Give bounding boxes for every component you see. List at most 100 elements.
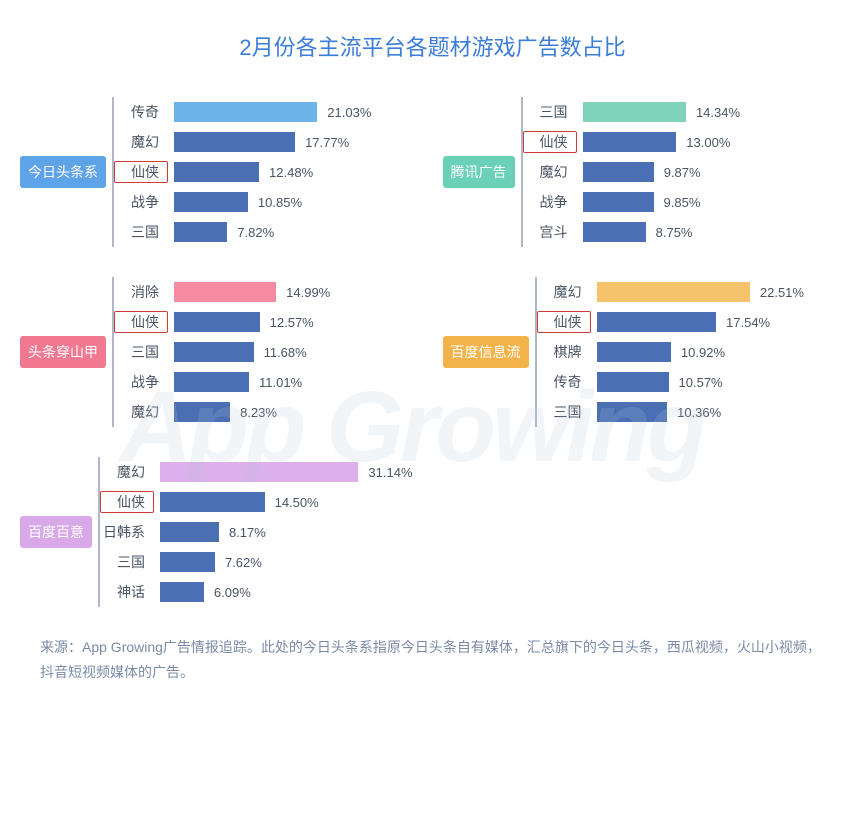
platform-badge: 腾讯广告 [443,156,515,188]
bar-rect [160,462,358,482]
bar-label: 魔幻 [114,131,168,153]
bar-rect [597,372,669,392]
bar-rect [174,222,227,242]
bar-label: 战争 [114,371,168,393]
bar-value: 8.17% [229,525,266,540]
chart-panel: 头条穿山甲消除14.99%仙侠12.57%三国11.68%战争11.01%魔幻8… [20,277,413,427]
bar-value: 10.92% [681,345,725,360]
bar-row: 仙侠13.00% [585,127,836,157]
bar-row: 三国11.68% [176,337,413,367]
bar-wrap: 14.50% [160,487,413,517]
bar-wrap: 31.14% [160,457,413,487]
bar-row: 三国7.82% [176,217,413,247]
bar-value: 9.87% [664,165,701,180]
bar-value: 14.34% [696,105,740,120]
bar-rect [160,582,204,602]
bar-wrap: 9.87% [583,157,836,187]
chart-panel: 百度信息流魔幻22.51%仙侠17.54%棋牌10.92%传奇10.57%三国1… [443,277,836,427]
bar-group: 魔幻22.51%仙侠17.54%棋牌10.92%传奇10.57%三国10.36% [535,277,836,427]
bar-row: 魔幻31.14% [162,457,413,487]
bar-rect [583,222,646,242]
bar-rect [174,342,254,362]
bar-wrap: 12.57% [174,307,413,337]
bar-row: 传奇21.03% [176,97,413,127]
bar-value: 9.85% [664,195,701,210]
bar-row: 三国10.36% [599,397,836,427]
bar-rect [160,492,265,512]
bar-group: 传奇21.03%魔幻17.77%仙侠12.48%战争10.85%三国7.82% [112,97,413,247]
bar-wrap: 8.23% [174,397,413,427]
bar-row: 日韩系8.17% [162,517,413,547]
bar-row: 宫斗8.75% [585,217,836,247]
bar-label: 三国 [523,101,577,123]
bar-row: 传奇10.57% [599,367,836,397]
bar-rect [160,552,215,572]
bar-value: 10.57% [679,375,723,390]
bar-wrap: 8.75% [583,217,836,247]
bar-value: 14.99% [286,285,330,300]
bar-value: 13.00% [686,135,730,150]
bar-rect [583,162,654,182]
bar-label: 日韩系 [100,521,154,543]
bar-wrap: 11.68% [174,337,413,367]
bar-row: 魔幻17.77% [176,127,413,157]
bar-value: 10.36% [677,405,721,420]
bar-label: 仙侠 [537,311,591,333]
bar-row: 战争11.01% [176,367,413,397]
bar-label: 战争 [114,191,168,213]
bar-wrap: 14.34% [583,97,836,127]
bar-label: 魔幻 [114,401,168,423]
bar-wrap: 9.85% [583,187,836,217]
bar-value: 31.14% [368,465,412,480]
bar-row: 仙侠12.48% [176,157,413,187]
bar-row: 消除14.99% [176,277,413,307]
bar-value: 7.62% [225,555,262,570]
bar-rect [174,402,230,422]
bar-row: 三国14.34% [585,97,836,127]
bar-value: 11.01% [259,375,302,390]
bar-wrap: 10.92% [597,337,836,367]
bar-group: 魔幻31.14%仙侠14.50%日韩系8.17%三国7.62%神话6.09% [98,457,413,607]
bar-wrap: 11.01% [174,367,413,397]
bar-wrap: 21.03% [174,97,413,127]
bar-row: 战争9.85% [585,187,836,217]
bar-value: 14.50% [275,495,319,510]
bar-rect [174,162,259,182]
bar-value: 12.57% [270,315,314,330]
platform-badge: 今日头条系 [20,156,106,188]
bar-group: 消除14.99%仙侠12.57%三国11.68%战争11.01%魔幻8.23% [112,277,413,427]
chart-title: 2月份各主流平台各题材游戏广告数占比 [0,30,865,62]
bar-wrap: 10.57% [597,367,836,397]
bar-label: 三国 [114,341,168,363]
bar-rect [174,192,248,212]
bar-value: 17.54% [726,315,770,330]
footnote-text: 来源：App Growing广告情报追踪。此处的今日头条系指原今日头条自有媒体，… [0,607,865,685]
bar-value: 7.82% [237,225,274,240]
bar-label: 魔幻 [100,461,154,483]
chart-panel: 腾讯广告三国14.34%仙侠13.00%魔幻9.87%战争9.85%宫斗8.75… [443,97,836,247]
bar-row: 仙侠14.50% [162,487,413,517]
platform-badge: 百度信息流 [443,336,529,368]
bar-wrap: 7.62% [160,547,413,577]
bar-group: 三国14.34%仙侠13.00%魔幻9.87%战争9.85%宫斗8.75% [521,97,836,247]
bar-wrap: 10.85% [174,187,413,217]
chart-panel: 百度百意魔幻31.14%仙侠14.50%日韩系8.17%三国7.62%神话6.0… [20,457,413,607]
bar-row: 魔幻8.23% [176,397,413,427]
bar-label: 三国 [537,401,591,423]
bar-wrap: 17.54% [597,307,836,337]
bar-label: 战争 [523,191,577,213]
bar-row: 仙侠12.57% [176,307,413,337]
bar-wrap: 7.82% [174,217,413,247]
bar-rect [174,102,317,122]
bar-value: 22.51% [760,285,804,300]
bar-rect [174,132,295,152]
bar-label: 魔幻 [537,281,591,303]
bar-wrap: 6.09% [160,577,413,607]
bar-value: 12.48% [269,165,313,180]
bar-rect [597,342,671,362]
bar-label: 仙侠 [114,311,168,333]
bar-label: 传奇 [114,101,168,123]
bar-label: 棋牌 [537,341,591,363]
bar-label: 传奇 [537,371,591,393]
bar-wrap: 13.00% [583,127,836,157]
